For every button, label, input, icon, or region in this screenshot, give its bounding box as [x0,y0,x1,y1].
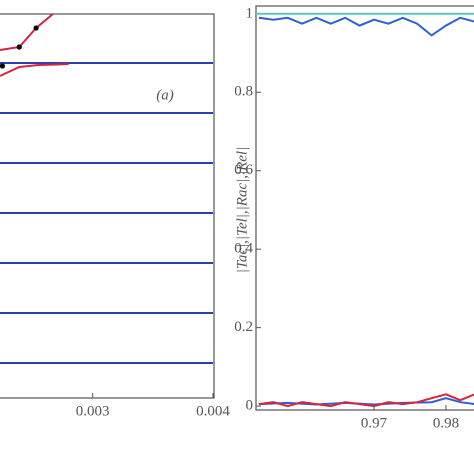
data-line [0,63,69,77]
plot-frame [0,13,215,399]
y-tick-label: 0.2 [234,319,253,335]
marker [16,44,22,50]
x-tick-label: 0.003 [76,403,110,419]
y-tick-label: 0.6 [234,162,253,178]
marker [0,63,6,69]
data-line [258,393,474,408]
y-tick-label: 0 [246,398,254,414]
x-tick-label: 0.97 [361,415,388,431]
data-line [258,16,474,37]
y-axis-label: |Tac|,|Tel|,|Rac|,|Rel| [234,147,250,273]
annotation: (a) [156,87,174,103]
y-tick-label: 1 [246,5,254,21]
y-tick-label: 0.4 [234,241,253,257]
plot-frame [255,5,474,411]
x-tick-label: 0.98 [433,415,459,431]
x-tick-label: 0.004 [196,403,230,419]
data-line [258,397,474,406]
y-tick-label: 0.8 [234,84,253,100]
data-line [0,13,54,51]
marker [33,25,39,31]
